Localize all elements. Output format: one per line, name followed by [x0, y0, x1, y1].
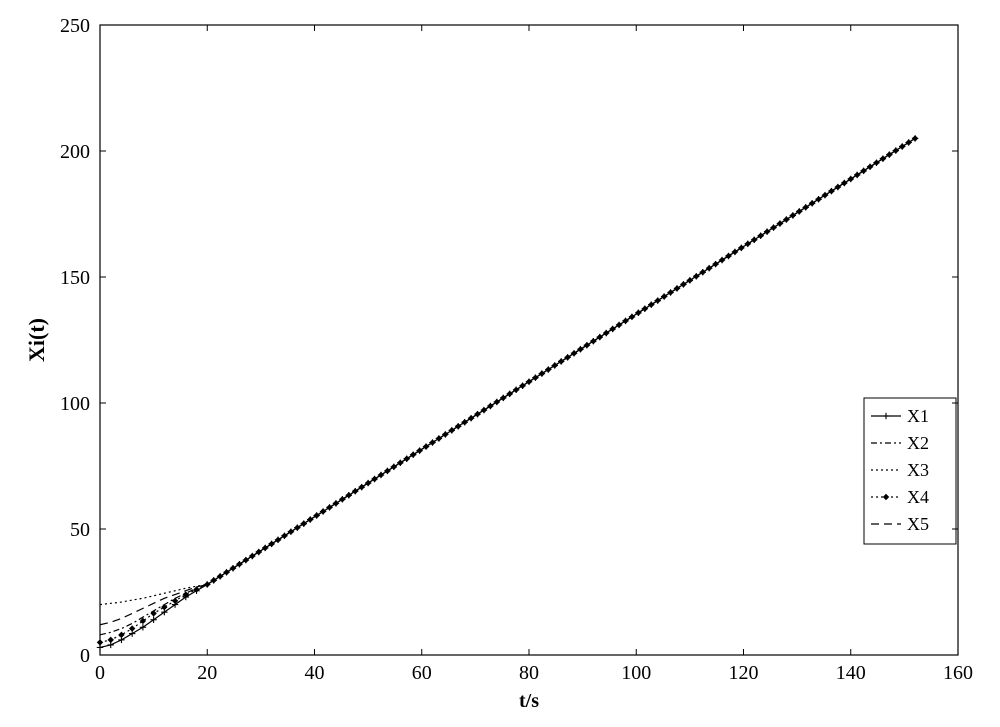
legend-label: X1	[907, 406, 929, 426]
series-X4	[97, 135, 919, 645]
x-tick-label: 60	[412, 662, 432, 684]
chart-container: 0 20 40 60 80 100 120 140 160 0 50 100 150 200 250 t/s X…	[0, 0, 1000, 727]
y-tick-label: 200	[60, 141, 90, 163]
x-tick-label: 140	[836, 662, 866, 684]
x-tick-label: 20	[197, 662, 217, 684]
line-chart: 0 20 40 60 80 100 120 140 160 0 50 100 150 200 250 t/s X…	[0, 0, 1000, 727]
series-X5	[100, 138, 915, 624]
x-axis-label: t/s	[519, 690, 539, 712]
y-tick-label: 50	[70, 519, 90, 541]
legend: X1 X2 X3 X4 X5	[864, 398, 956, 544]
x-tick-label: 120	[729, 662, 759, 684]
x-tick-label: 0	[95, 662, 105, 684]
x-tick-label: 100	[621, 662, 651, 684]
y-tick-label: 0	[80, 645, 90, 667]
plot-border	[100, 25, 958, 655]
x-tick-label: 80	[519, 662, 539, 684]
y-axis-label: Xi(t)	[24, 318, 49, 362]
legend-label: X3	[907, 460, 929, 480]
y-tick-label: 150	[60, 267, 90, 289]
y-tick-label: 100	[60, 393, 90, 415]
legend-label: X2	[907, 433, 929, 453]
legend-label: X5	[907, 514, 929, 534]
series-X3	[100, 138, 915, 604]
legend-label: X4	[907, 487, 929, 507]
x-tick-label: 160	[943, 662, 973, 684]
y-tick-label: 250	[60, 15, 90, 37]
x-tick-label: 40	[305, 662, 325, 684]
